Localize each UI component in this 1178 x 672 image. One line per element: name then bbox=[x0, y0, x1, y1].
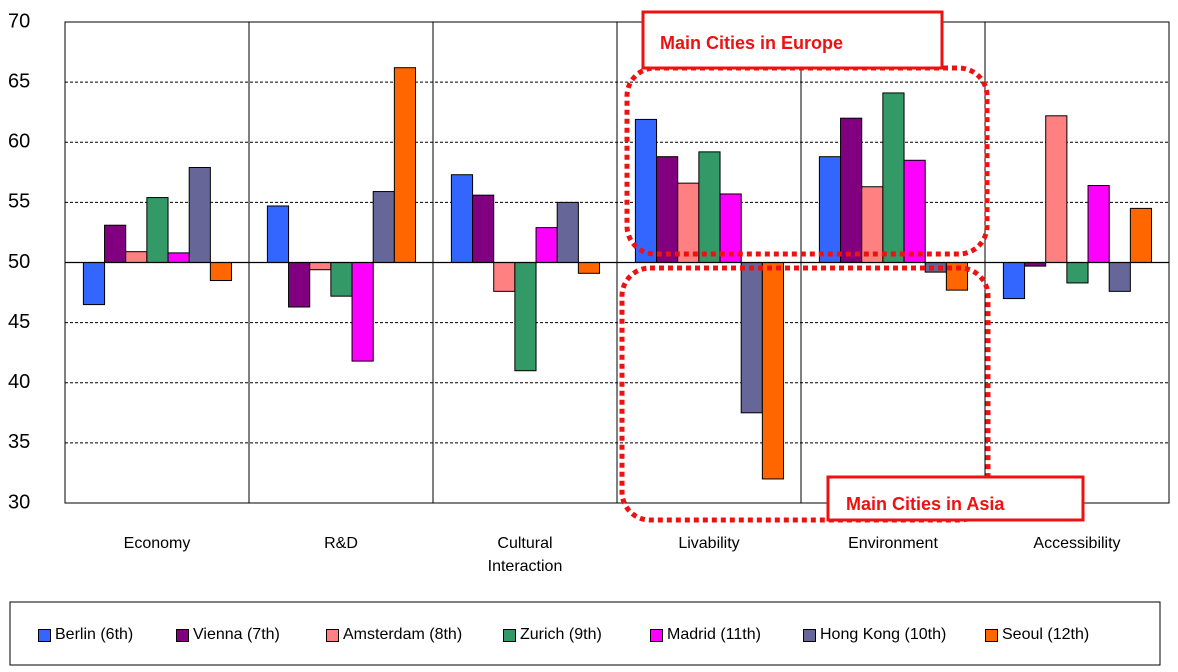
annotation-box bbox=[641, 10, 944, 70]
legend-label: Berlin (6th) bbox=[55, 626, 134, 643]
x-tick-label: Livability bbox=[678, 535, 740, 552]
legend-item: Hong Kong (10th) bbox=[803, 626, 946, 644]
legend-label: Zurich (9th) bbox=[520, 626, 602, 643]
bar bbox=[1066, 262, 1089, 284]
y-tick-label: 30 bbox=[8, 491, 30, 513]
legend-swatch bbox=[503, 628, 516, 642]
legend-swatch bbox=[650, 628, 663, 642]
y-tick-label: 50 bbox=[8, 251, 30, 273]
y-tick-label: 65 bbox=[8, 70, 30, 92]
bar bbox=[818, 156, 842, 263]
x-tick-label: Cultural Interaction bbox=[487, 535, 563, 575]
bar bbox=[761, 262, 785, 480]
legend-item: Zurich (9th) bbox=[503, 626, 602, 644]
bar bbox=[309, 262, 332, 271]
x-tick-label: Accessibility bbox=[1033, 535, 1121, 552]
y-tick-label: 45 bbox=[8, 311, 30, 333]
bar bbox=[82, 262, 106, 306]
bar bbox=[924, 262, 947, 273]
legend-label: Seoul (12th) bbox=[1002, 626, 1090, 643]
y-tick-label: 70 bbox=[8, 10, 30, 32]
legend-label: Amsterdam (8th) bbox=[343, 626, 463, 643]
bar bbox=[330, 262, 353, 297]
bar bbox=[1002, 262, 1026, 300]
bar bbox=[1087, 185, 1110, 263]
legend-item: Seoul (12th) bbox=[985, 626, 1089, 644]
bar bbox=[514, 262, 537, 372]
bar bbox=[535, 227, 558, 264]
bar bbox=[493, 262, 516, 292]
bar bbox=[209, 262, 233, 282]
legend-label: Madrid (11th) bbox=[667, 626, 761, 643]
bar bbox=[351, 262, 374, 362]
bar bbox=[1129, 207, 1153, 263]
legend-item: Amsterdam (8th) bbox=[326, 626, 462, 644]
bar bbox=[450, 174, 474, 263]
bar bbox=[288, 262, 311, 308]
legend-item: Vienna (7th) bbox=[176, 626, 280, 644]
legend-swatch bbox=[38, 628, 51, 642]
x-tick-label: Economy bbox=[123, 535, 191, 552]
annotation: Main Cities in Europe bbox=[660, 33, 843, 53]
bar bbox=[167, 252, 190, 264]
legend-item: Berlin (6th) bbox=[38, 626, 133, 644]
bar bbox=[656, 156, 679, 263]
bar bbox=[882, 92, 905, 264]
legend-label: Vienna (7th) bbox=[193, 626, 280, 643]
legend-swatch bbox=[176, 628, 189, 642]
bar bbox=[146, 197, 169, 263]
legend-item: Madrid (11th) bbox=[650, 626, 761, 644]
legend-label: Hong Kong (10th) bbox=[820, 626, 947, 643]
bar bbox=[861, 186, 884, 263]
bar bbox=[1045, 115, 1068, 263]
y-tick-label: 35 bbox=[8, 431, 30, 453]
bar bbox=[698, 151, 721, 263]
bar bbox=[1108, 262, 1131, 292]
legend-swatch bbox=[985, 628, 998, 642]
bar bbox=[740, 262, 763, 414]
bar bbox=[577, 262, 601, 274]
bar bbox=[472, 194, 495, 263]
bar bbox=[903, 159, 926, 264]
annotation: Main Cities in Asia bbox=[846, 494, 1005, 514]
bar bbox=[188, 167, 211, 263]
x-tick-label: Environment bbox=[848, 535, 938, 552]
x-tick-label: R&D bbox=[324, 535, 358, 552]
bar bbox=[556, 201, 579, 263]
y-tick-label: 60 bbox=[8, 131, 30, 153]
legend-swatch bbox=[326, 628, 339, 642]
bar bbox=[393, 67, 417, 263]
asia-region bbox=[619, 265, 991, 523]
bar bbox=[634, 118, 658, 263]
legend-swatch bbox=[803, 628, 816, 642]
bar bbox=[372, 191, 395, 264]
bar bbox=[104, 224, 127, 264]
legend-box bbox=[9, 601, 1161, 666]
bar bbox=[266, 205, 290, 263]
bar bbox=[677, 182, 700, 263]
y-tick-label: 40 bbox=[8, 371, 30, 393]
y-tick-label: 55 bbox=[8, 191, 30, 213]
annotation-box bbox=[826, 475, 1085, 522]
plot: 30 35 40 45 50 55 60 65 70 bbox=[8, 10, 1170, 513]
bar bbox=[125, 251, 148, 264]
bar bbox=[840, 117, 863, 263]
